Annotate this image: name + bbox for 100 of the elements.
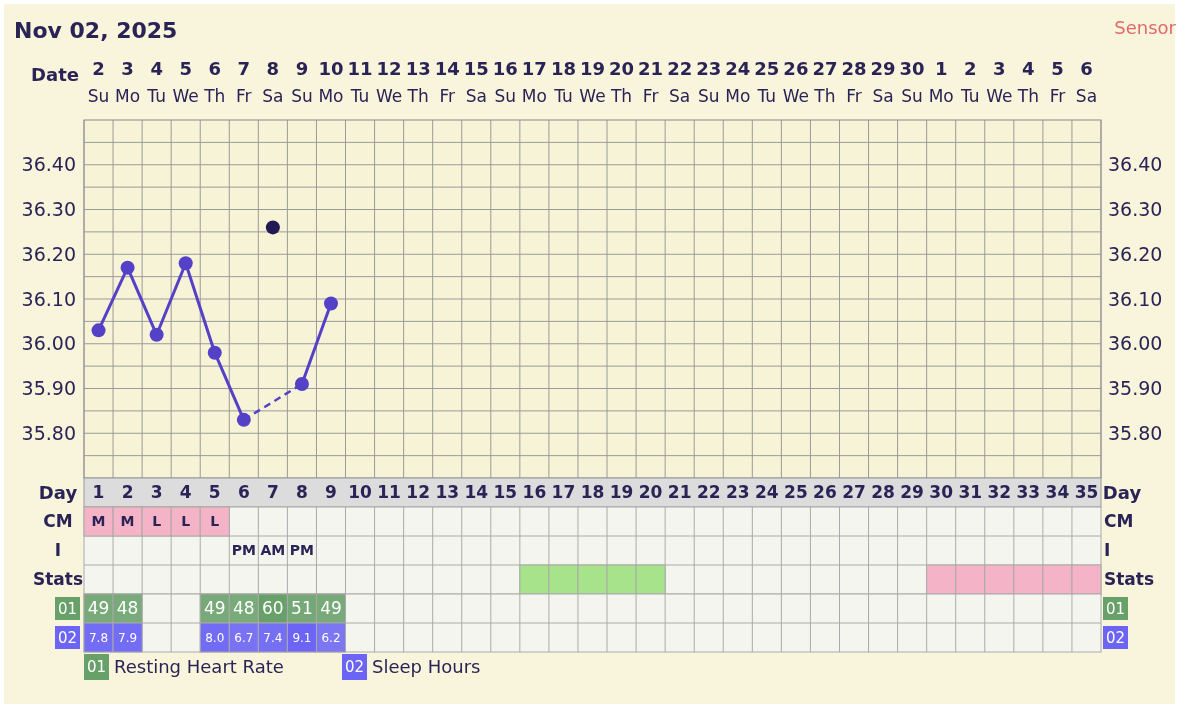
category-label: CM: [43, 511, 73, 532]
text: L: [152, 513, 162, 530]
x-tick-label: 6 Th: [203, 58, 226, 106]
point: [149, 327, 164, 342]
x-tick-label: 19 We: [579, 58, 606, 106]
y-tick-label: 01: [57, 599, 78, 618]
x2-tick-label: 21: [667, 482, 692, 503]
x2-tick-label: 31: [958, 482, 983, 503]
x-tick-label: 4 Tu: [146, 58, 166, 106]
x2-tick-label: 26: [813, 482, 837, 503]
text: Sleep Hours: [372, 656, 481, 678]
text: PM: [231, 542, 256, 559]
category-label: 01: [86, 658, 107, 677]
x2-tick-label: 33: [1016, 482, 1041, 503]
x2-tick-label: 20: [638, 482, 663, 503]
data-label: 6.2: [321, 630, 341, 645]
category-label: Stats: [1104, 569, 1155, 590]
x2-tick-label: 4: [179, 482, 192, 503]
x-tick-label: 25 Tu: [754, 58, 780, 106]
x-tick-label: 13 Th: [405, 58, 431, 106]
x-tick-label: 16 Su: [492, 58, 518, 106]
x2-tick-label: 17: [551, 482, 576, 503]
y2-tick-label: 36.00: [1108, 332, 1163, 355]
x-tick-label: 4 Th: [1016, 58, 1039, 106]
text: Sensor: [1114, 17, 1177, 38]
y-tick-label: 36.30: [21, 198, 76, 221]
point: [120, 260, 135, 275]
y2-tick-label: 36.30: [1108, 198, 1163, 221]
text: M: [91, 513, 106, 530]
x-tick-label: 7 Fr: [236, 58, 252, 106]
data-label: 9.1: [292, 630, 312, 645]
x-tick-label: 8 Sa: [262, 58, 284, 106]
text: L: [210, 513, 220, 530]
data-label: 8.0: [205, 630, 225, 645]
x-tick-label: 28 Fr: [841, 58, 867, 106]
y2-tick-label: 01: [1105, 599, 1126, 618]
x2-tick-label: 28: [871, 482, 895, 503]
category-label: 02: [344, 658, 365, 677]
x2-tick-label: 27: [842, 482, 866, 503]
y-tick-label: 36.20: [21, 242, 76, 265]
x-tick-label: 14 Fr: [434, 58, 460, 106]
x-tick-label: 21 Fr: [638, 58, 664, 106]
data-label: 60: [262, 598, 284, 619]
x2-tick-label: 13: [435, 482, 460, 503]
y2-tick-label: 36.40: [1108, 153, 1163, 176]
x2-tick-label: 19: [609, 482, 634, 503]
data-label: 51: [291, 598, 313, 619]
y-tick-label: 02: [57, 628, 78, 647]
x2-tick-label: 15: [493, 482, 518, 503]
data-label: 49: [320, 598, 342, 619]
x2-tick-label: 18: [580, 482, 605, 503]
text: AM: [260, 542, 286, 559]
x2-tick-label: 11: [377, 482, 401, 503]
x-tick-label: 3 We: [986, 58, 1013, 106]
x-tick-label: 20 Th: [609, 58, 635, 106]
data-label: 49: [203, 598, 226, 619]
x-tick-label: 9 Su: [291, 58, 313, 106]
x2-tick-label: 10: [348, 482, 373, 503]
y-tick-label: 36.10: [21, 287, 76, 310]
x2-tick-label: 16: [522, 482, 547, 503]
x2-tick-label: 1: [92, 482, 105, 503]
y-tick-label: 36.00: [21, 332, 76, 355]
x-tick-label: 6 Sa: [1075, 58, 1098, 106]
x2-tick-label: 5: [208, 482, 221, 503]
x2-tick-label: 24: [755, 482, 779, 503]
x2-tick-label: 9: [325, 482, 337, 503]
y-tick-label: 35.90: [21, 377, 76, 400]
point: [323, 296, 338, 311]
text: M: [120, 513, 135, 530]
x-tick-label: 17 Mo: [521, 58, 547, 106]
x2-tick-label: 35: [1074, 482, 1099, 503]
x-tick-label: 18 Tu: [550, 58, 576, 106]
category-label: I: [1104, 540, 1111, 561]
x-tick-label: 22 Sa: [667, 58, 693, 106]
point: [178, 256, 193, 271]
text: L: [181, 513, 191, 530]
y-tick-label: 36.40: [21, 153, 76, 176]
point: [265, 220, 280, 235]
y2-tick-label: 02: [1105, 628, 1126, 647]
x2-tick-label: 29: [900, 482, 924, 503]
x2-axis-title: Day: [1102, 481, 1142, 503]
x-tick-label: 5 We: [172, 58, 199, 106]
x2-tick-label: 14: [464, 482, 489, 503]
data-label: 7.9: [118, 630, 138, 645]
text: Resting Heart Rate: [114, 656, 284, 678]
x-tick-label: 10 Mo: [318, 58, 344, 106]
data-label: 6.7: [234, 630, 254, 645]
x-tick-label: 26 We: [782, 58, 810, 106]
x2-tick-label: 2: [121, 482, 134, 503]
y2-tick-label: 36.20: [1108, 242, 1163, 265]
data-label: 49: [87, 598, 110, 619]
x-tick-label: 12 We: [375, 58, 403, 106]
x-axis-title: Date: [31, 64, 79, 85]
x-tick-label: 30 Su: [899, 58, 925, 106]
x2-tick-label: 8: [296, 482, 308, 503]
x2-tick-label: 34: [1045, 482, 1070, 503]
x2-tick-label: 7: [266, 482, 279, 503]
x-tick-label: 15 Sa: [463, 58, 489, 106]
y2-tick-label: 36.10: [1108, 287, 1163, 310]
point: [91, 323, 106, 338]
